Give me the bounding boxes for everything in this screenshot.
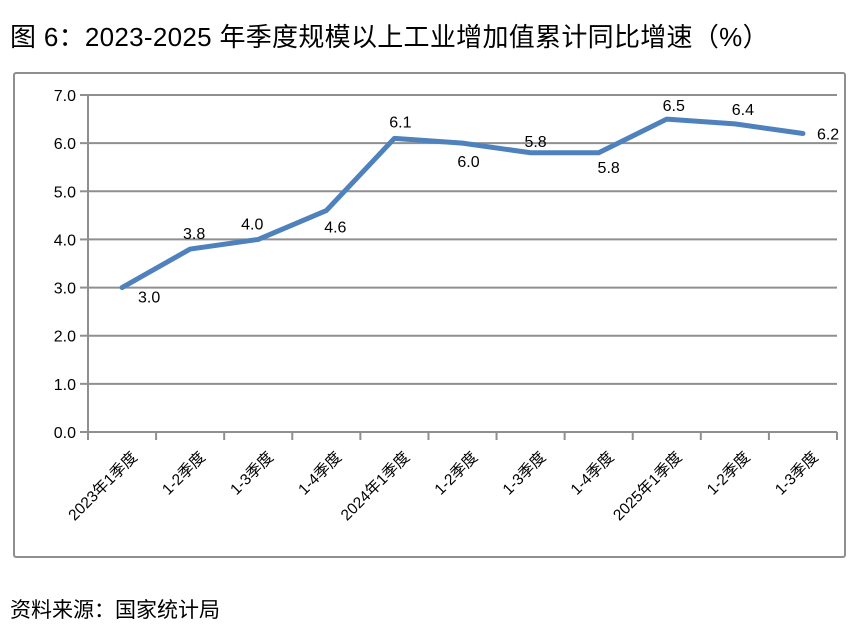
y-tick-label: 4.0 — [54, 232, 76, 249]
data-label: 5.8 — [524, 134, 546, 151]
y-tick-label: 5.0 — [54, 184, 76, 201]
x-category-label: 1-2季度 — [431, 448, 481, 498]
chart-frame: 0.0 1.0 2.0 3.0 4.0 5.0 6.0 7.0 2023年1季度 1-2季度 1-3… — [13, 72, 846, 558]
x-category-label: 1-4季度 — [567, 448, 617, 498]
x-category-label: 1-2季度 — [703, 448, 753, 498]
source-note: 资料来源：国家统计局 — [10, 599, 220, 622]
figure-title: 图 6：2023-2025 年季度规模以上工业增加值累计同比增速（%） — [10, 22, 769, 52]
data-label: 6.4 — [732, 102, 754, 119]
data-label: 4.6 — [324, 220, 346, 237]
x-category-label: 1-3季度 — [771, 448, 821, 498]
y-tick-label: 3.0 — [54, 281, 76, 298]
y-tick-label: 2.0 — [54, 329, 76, 346]
y-tick-label: 0.0 — [54, 425, 76, 442]
x-category-label: 1-4季度 — [295, 448, 345, 498]
x-category-label: 2024年1季度 — [337, 448, 413, 524]
data-series-line — [119, 116, 806, 291]
data-label: 6.0 — [457, 154, 479, 171]
data-label: 5.8 — [598, 160, 620, 177]
y-tick-label: 7.0 — [54, 88, 76, 105]
x-category-label: 2023年1季度 — [65, 448, 141, 524]
data-label: 6.2 — [817, 127, 839, 144]
data-label: 3.0 — [138, 290, 160, 307]
data-label: 4.0 — [241, 216, 263, 233]
x-category-label: 1-2季度 — [158, 448, 208, 498]
y-tick-label: 6.0 — [54, 136, 76, 153]
data-label: 3.8 — [183, 226, 205, 243]
data-label: 6.5 — [663, 98, 685, 115]
x-category-label: 1-3季度 — [499, 448, 549, 498]
line-chart: 0.0 1.0 2.0 3.0 4.0 5.0 6.0 7.0 2023年1季度 1-2季度 1-3… — [54, 88, 840, 524]
x-category-label: 2025年1季度 — [610, 448, 686, 524]
y-tick-label: 1.0 — [54, 377, 76, 394]
data-label: 6.1 — [389, 114, 411, 131]
x-category-label: 1-3季度 — [227, 448, 277, 498]
